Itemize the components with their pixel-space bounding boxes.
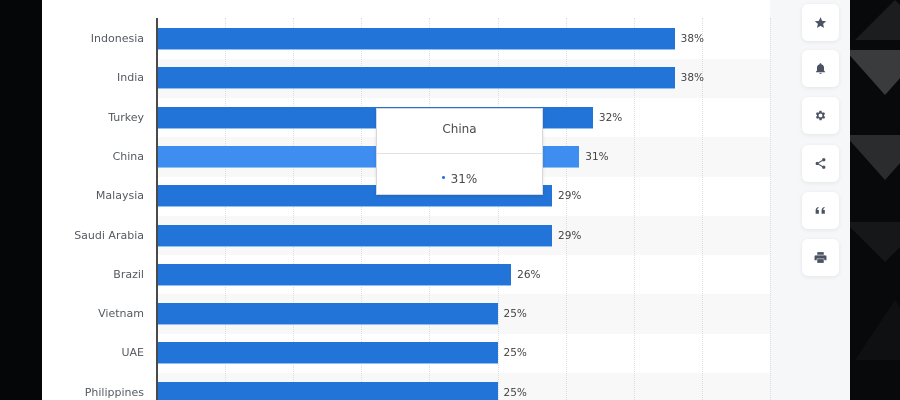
series-dot-icon — [441, 176, 445, 179]
category-label: Philippines — [84, 385, 144, 399]
bar[interactable] — [158, 67, 675, 90]
gridline — [429, 18, 431, 400]
bar[interactable] — [158, 263, 512, 286]
gridline — [701, 18, 703, 400]
value-label: 25% — [503, 347, 527, 360]
bar[interactable] — [158, 381, 498, 400]
value-label: 31% — [585, 150, 609, 163]
star-icon — [814, 17, 827, 28]
category-label: China — [112, 149, 144, 163]
gridline — [770, 18, 771, 400]
quote-icon — [815, 206, 825, 214]
gridline — [293, 18, 295, 400]
share-icon — [815, 158, 826, 169]
y-axis-line — [156, 18, 158, 400]
gridline — [633, 18, 635, 400]
tooltip-divider — [377, 153, 542, 154]
print-button[interactable] — [802, 239, 839, 276]
gridline — [361, 18, 363, 400]
value-label: 26% — [517, 268, 541, 281]
gear-icon — [815, 110, 826, 121]
tooltip-value: 31% — [450, 172, 478, 186]
value-label: 29% — [558, 190, 582, 203]
value-label: 25% — [503, 308, 527, 321]
bar[interactable] — [158, 303, 498, 326]
category-label: Indonesia — [90, 32, 144, 45]
bar[interactable] — [158, 342, 498, 365]
category-label: Vietnam — [98, 307, 144, 321]
tooltip-title: China — [442, 122, 477, 136]
value-label: 29% — [558, 229, 582, 242]
gridline — [565, 18, 567, 400]
value-label: 38% — [680, 33, 704, 45]
category-label: India — [117, 71, 144, 85]
cite-button[interactable] — [802, 192, 839, 229]
category-label: UAE — [121, 346, 144, 360]
bell-icon — [815, 63, 826, 74]
chart-tooltip: China 31% — [376, 108, 543, 195]
bar[interactable] — [158, 28, 675, 50]
category-label: Malaysia — [95, 189, 144, 203]
value-label: 25% — [503, 386, 527, 399]
share-button[interactable] — [802, 145, 839, 182]
printer-icon — [814, 252, 827, 263]
category-label: Brazil — [113, 267, 144, 281]
category-label: Saudi Arabia — [74, 228, 144, 242]
notification-button[interactable] — [802, 50, 839, 87]
value-label: 38% — [680, 72, 704, 85]
tooltip-value-row: 31% — [377, 172, 542, 186]
bar[interactable] — [158, 224, 553, 247]
settings-button[interactable] — [802, 97, 839, 134]
category-label: Turkey — [108, 110, 144, 124]
gridline — [497, 18, 499, 400]
gridline — [225, 18, 227, 400]
favorite-button[interactable] — [802, 4, 839, 41]
value-label: 32% — [598, 111, 623, 124]
background-decoration — [850, 0, 900, 400]
